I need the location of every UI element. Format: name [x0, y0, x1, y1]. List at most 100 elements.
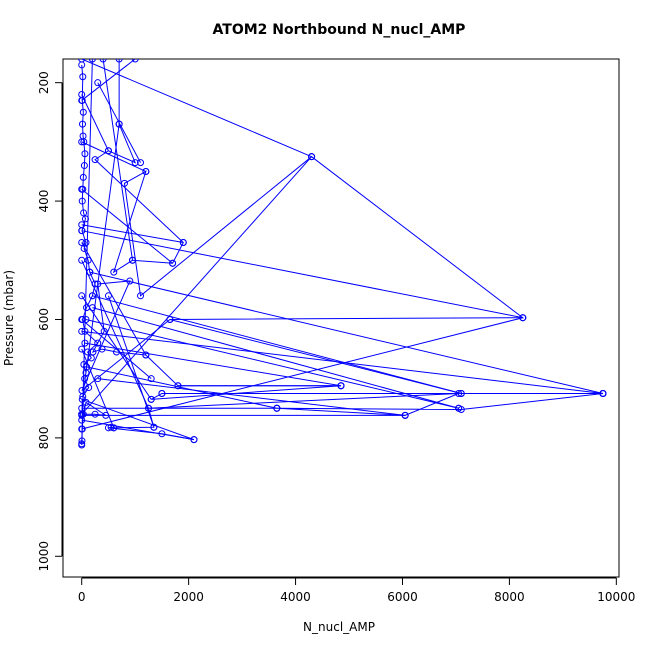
- data-point: [79, 120, 87, 128]
- data-point: [78, 404, 86, 412]
- series-segment: [169, 318, 462, 394]
- data-point: [104, 292, 112, 300]
- plot-frame: [62, 58, 620, 578]
- data-point: [104, 424, 112, 432]
- data-point: [78, 91, 86, 99]
- data-point: [91, 280, 99, 288]
- data-point: [78, 292, 86, 300]
- data-point: [131, 159, 139, 167]
- data-point: [179, 239, 187, 247]
- data-point: [126, 277, 134, 285]
- data-point: [142, 167, 150, 175]
- data-point: [79, 173, 87, 181]
- series-segment: [81, 242, 147, 356]
- x-axis: 0 2000 4000 6000 8000 10000: [78, 577, 635, 604]
- data-point: [599, 389, 607, 397]
- y-tick-label: 200: [37, 71, 51, 94]
- data-point: [91, 156, 99, 164]
- x-tick-label: 4000: [280, 590, 311, 604]
- series-segment: [81, 59, 136, 101]
- data-point: [79, 108, 87, 116]
- x-tick-label: 8000: [494, 590, 525, 604]
- series-segment: [81, 419, 195, 441]
- data-point: [104, 147, 112, 155]
- data-point: [401, 411, 409, 419]
- y-tick-label: 800: [37, 426, 51, 449]
- data-point: [78, 221, 86, 229]
- data-point: [150, 423, 158, 431]
- series-segment: [81, 317, 523, 430]
- data-point: [190, 436, 198, 444]
- data-point: [137, 159, 145, 167]
- series-segment: [81, 224, 184, 244]
- series-segment: [92, 307, 459, 409]
- data-point: [115, 120, 123, 128]
- data-point: [174, 382, 182, 390]
- data-point: [78, 327, 86, 335]
- plot-area: [78, 59, 607, 449]
- series-segment: [81, 230, 523, 319]
- data-point: [94, 79, 102, 87]
- data-point: [102, 411, 110, 419]
- y-tick-label: 400: [37, 190, 51, 213]
- y-axis: 200 400 600 800 1000: [37, 71, 63, 572]
- data-point: [78, 387, 86, 395]
- data-point: [120, 179, 128, 187]
- series-segment: [81, 295, 152, 400]
- series-segment: [81, 94, 109, 151]
- series-segment: [81, 260, 149, 409]
- data-point: [94, 339, 102, 347]
- data-point: [337, 382, 345, 390]
- data-point: [78, 138, 86, 146]
- data-point: [112, 348, 120, 356]
- data-point: [100, 327, 108, 335]
- y-axis-label: Pressure (mbar): [2, 270, 16, 366]
- data-point: [147, 375, 155, 383]
- data-point: [78, 440, 86, 448]
- series-segment: [97, 378, 406, 416]
- data-point: [107, 423, 115, 431]
- series-segment: [89, 271, 604, 394]
- data-point: [81, 215, 89, 223]
- data-point: [79, 73, 87, 81]
- data-point: [110, 268, 118, 276]
- data-point: [80, 138, 88, 146]
- data-point: [88, 304, 96, 312]
- data-point: [129, 256, 136, 264]
- data-point: [78, 437, 86, 445]
- data-point: [78, 315, 86, 323]
- data-point: [78, 185, 86, 193]
- data-point: [81, 327, 89, 335]
- data-point: [142, 351, 150, 359]
- data-point: [78, 197, 86, 205]
- data-point: [94, 280, 102, 288]
- data-point: [80, 244, 88, 252]
- data-point: [457, 389, 465, 397]
- data-point: [99, 59, 107, 63]
- data-point: [80, 162, 88, 170]
- data-point: [78, 59, 86, 63]
- x-tick-label: 10000: [597, 590, 635, 604]
- data-point: [78, 425, 86, 433]
- chart-title: ATOM2 Northbound N_nucl_AMP: [213, 22, 466, 38]
- series-segment: [86, 366, 277, 409]
- data-point: [145, 404, 153, 412]
- y-tick-label: 600: [37, 308, 51, 331]
- series-segment: [85, 318, 459, 409]
- data-point: [110, 424, 118, 432]
- series-segment: [81, 59, 312, 158]
- series-segment: [92, 295, 462, 394]
- data-point: [88, 292, 96, 300]
- data-point: [308, 153, 316, 161]
- data-point: [81, 339, 89, 347]
- data-point: [131, 59, 139, 63]
- series-segment: [81, 156, 312, 415]
- data-point: [147, 395, 155, 403]
- data-point: [88, 59, 96, 63]
- data-point: [94, 375, 102, 383]
- data-point: [82, 398, 90, 406]
- data-point: [115, 59, 123, 63]
- data-point: [86, 268, 94, 276]
- data-point: [166, 315, 174, 323]
